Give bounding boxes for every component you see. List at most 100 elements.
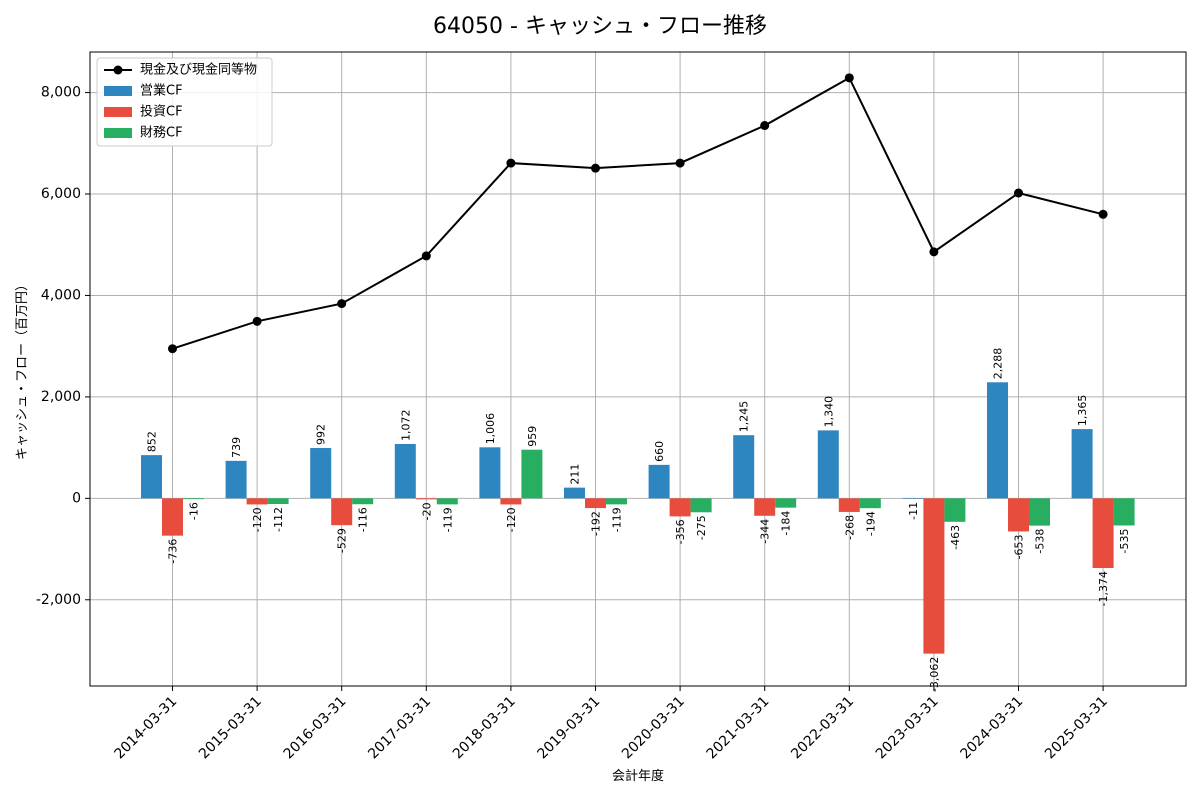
- grid-layer: [90, 52, 1186, 686]
- bar-投資CF-2018-03-31: [500, 498, 522, 505]
- legend-swatch-営業CF: [104, 86, 132, 96]
- bar-営業CF-2015-03-31: [225, 460, 247, 499]
- data-labels-layer: 852 739 992 1,072 1,006 211 660 1,245 1,340 -11 2,…: [146, 348, 1132, 692]
- x-tick-label: 2014-03-31: [111, 694, 180, 763]
- bar-営業CF-2022-03-31: [817, 430, 839, 499]
- line-point-2015-03-31: [252, 316, 262, 326]
- x-tick-label: 2019-03-31: [534, 694, 603, 763]
- line-point-2021-03-31: [760, 121, 770, 131]
- data-label: 992: [315, 424, 328, 445]
- bar-投資CF-2024-03-31: [1008, 498, 1029, 532]
- data-label: -268: [843, 515, 856, 540]
- line-point-2023-03-31: [929, 247, 939, 257]
- x-tick-label: 2025-03-31: [1042, 694, 1111, 763]
- x-axis-label: 会計年度: [612, 768, 664, 784]
- x-tick-label: 2018-03-31: [450, 694, 519, 763]
- data-label: 211: [569, 464, 582, 485]
- x-tick-label: 2020-03-31: [619, 694, 688, 763]
- line-現金及び現金同等物: [172, 76, 1104, 350]
- y-tick-label: 4,000: [41, 287, 81, 303]
- legend-box: [96, 57, 273, 147]
- bar-営業CF-2023-03-31: [902, 498, 924, 499]
- bar-営業CF-2016-03-31: [310, 448, 332, 499]
- legend-swatch-財務CF: [104, 128, 132, 138]
- legend-label: 投資CF: [140, 104, 183, 120]
- bar-財務CF-2024-03-31: [1029, 498, 1050, 526]
- bar-財務CF-2020-03-31: [690, 498, 712, 513]
- data-label: 660: [653, 441, 666, 462]
- legend-marker: [113, 65, 123, 75]
- chart-title: 64050 - キャッシュ・フロー推移: [433, 14, 767, 39]
- x-tick-label: 2016-03-31: [281, 694, 350, 763]
- data-label: -529: [336, 528, 349, 553]
- x-tick-label: 2022-03-31: [788, 694, 857, 763]
- bar-財務CF-2018-03-31: [521, 449, 543, 499]
- data-label: -120: [251, 507, 264, 532]
- data-label: 1,072: [399, 409, 412, 441]
- data-label: 852: [146, 431, 159, 452]
- y-tick-label: 6,000: [41, 186, 81, 202]
- bar-投資CF-2017-03-31: [415, 498, 437, 500]
- data-label: -11: [907, 502, 920, 520]
- x-tick-label: 2015-03-31: [196, 694, 265, 763]
- bar-投資CF-2020-03-31: [669, 498, 691, 517]
- bar-投資CF-2016-03-31: [331, 498, 353, 526]
- x-tick-label: 2023-03-31: [873, 694, 942, 763]
- bar-財務CF-2025-03-31: [1113, 498, 1135, 526]
- data-label: -194: [864, 511, 877, 536]
- data-label: 1,340: [822, 396, 835, 428]
- bar-営業CF-2019-03-31: [564, 487, 585, 499]
- bar-営業CF-2014-03-31: [141, 455, 162, 499]
- data-label: -736: [167, 539, 180, 564]
- legend-label: 現金及び現金同等物: [140, 62, 257, 78]
- y-tick-label: 8,000: [41, 85, 81, 101]
- line-point-2018-03-31: [506, 158, 516, 168]
- bars-layer: [141, 382, 1135, 654]
- line-point-2017-03-31: [421, 251, 431, 261]
- data-label: -356: [674, 519, 687, 544]
- data-label: -1,374: [1097, 571, 1110, 606]
- line-layer: [168, 73, 1108, 354]
- bar-営業CF-2021-03-31: [733, 435, 755, 499]
- y-tick-label: 2,000: [41, 389, 81, 405]
- bar-営業CF-2018-03-31: [479, 447, 501, 499]
- data-label: 959: [526, 426, 539, 447]
- legend-label: 営業CF: [140, 83, 183, 99]
- bar-財務CF-2015-03-31: [267, 498, 289, 505]
- line-point-2022-03-31: [844, 73, 854, 83]
- bar-営業CF-2020-03-31: [648, 464, 670, 499]
- y-axis-label: キャッシュ・フロー（百万円）: [15, 278, 30, 460]
- bar-営業CF-2024-03-31: [987, 382, 1008, 499]
- legend-label: 財務CF: [140, 126, 183, 141]
- bar-財務CF-2014-03-31: [183, 498, 204, 500]
- data-label: 1,365: [1076, 395, 1089, 427]
- bar-営業CF-2025-03-31: [1071, 429, 1093, 499]
- bar-営業CF-2017-03-31: [394, 443, 416, 499]
- data-label: -184: [780, 511, 793, 536]
- line-point-2025-03-31: [1098, 209, 1108, 219]
- data-label: -535: [1118, 528, 1131, 553]
- x-tick-label: 2021-03-31: [704, 694, 773, 763]
- data-label: -120: [505, 507, 518, 532]
- data-label: 1,245: [738, 401, 751, 433]
- data-label: 739: [230, 437, 243, 458]
- data-label: -653: [1013, 534, 1026, 559]
- data-label: -119: [611, 507, 624, 532]
- y-axis: -2,000 0 2,000 4,000 6,000 8,000: [36, 85, 90, 608]
- bar-財務CF-2017-03-31: [436, 498, 458, 505]
- plot-area-frame: [89, 51, 1187, 687]
- line-point-2016-03-31: [337, 299, 347, 309]
- data-label: -463: [949, 525, 962, 550]
- data-label: 1,006: [484, 413, 497, 445]
- bar-財務CF-2019-03-31: [606, 498, 627, 505]
- bar-財務CF-2021-03-31: [775, 498, 797, 508]
- line-point-2019-03-31: [591, 163, 600, 173]
- data-label: -112: [272, 507, 285, 532]
- bar-投資CF-2022-03-31: [838, 498, 860, 512]
- data-label: -192: [590, 511, 603, 536]
- y-tick-label: 0: [72, 490, 81, 506]
- line-point-2020-03-31: [675, 158, 685, 168]
